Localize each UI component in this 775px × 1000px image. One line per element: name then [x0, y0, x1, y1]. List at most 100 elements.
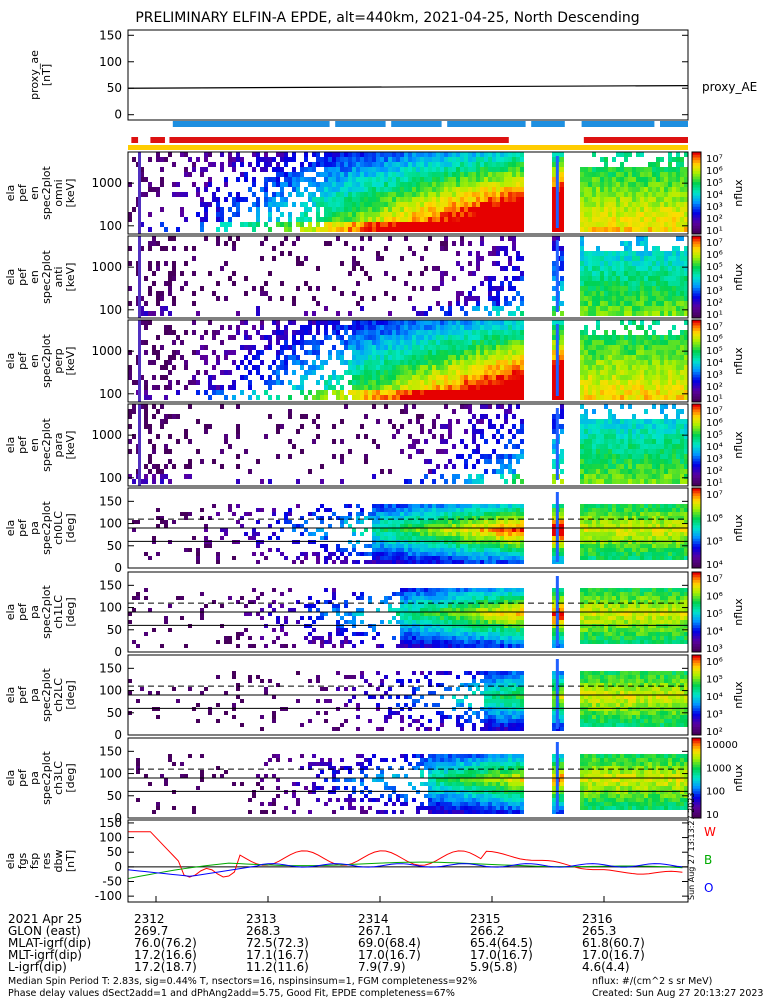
- heatmap-cell: [680, 390, 684, 395]
- heatmap-cell: [504, 162, 508, 167]
- heatmap-cell: [220, 167, 224, 172]
- heatmap-cell: [140, 479, 144, 484]
- heatmap-cell: [616, 202, 620, 207]
- heatmap-cell: [156, 409, 160, 414]
- heatmap-cell: [424, 385, 428, 390]
- heatmap-cell: [288, 182, 292, 187]
- heatmap-cell: [644, 301, 648, 306]
- heatmap-cell: [628, 251, 632, 256]
- heatmap-cell: [476, 217, 480, 222]
- heatmap-cell: [592, 444, 596, 449]
- heatmap-cell: [344, 182, 348, 187]
- status-bar-red: [131, 137, 688, 143]
- heatmap-cell: [496, 202, 500, 207]
- heatmap-cell: [644, 449, 648, 454]
- heatmap-cell: [500, 340, 504, 345]
- heatmap-cell: [480, 197, 484, 202]
- heatmap-cell: [616, 395, 620, 400]
- heatmap-cell: [368, 370, 372, 375]
- heatmap-cell: [676, 429, 680, 434]
- heatmap-cell: [612, 439, 616, 444]
- heatmap-cell: [472, 222, 476, 227]
- heatmap-cell: [464, 395, 468, 400]
- heatmap-cell: [492, 276, 496, 281]
- heatmap-cell: [464, 222, 468, 227]
- heatmap-cell: [376, 508, 380, 512]
- heatmap-cell: [212, 365, 216, 370]
- heatmap-cell: [468, 320, 472, 325]
- y-axis-label: anti: [52, 266, 65, 287]
- heatmap-cell: [148, 241, 152, 246]
- heatmap-cell: [328, 222, 332, 227]
- heatmap-cell: [672, 286, 676, 291]
- colorbar-tick-label: 10⁴: [706, 442, 723, 453]
- heatmap-cell: [240, 360, 244, 365]
- heatmap-cell: [316, 350, 320, 355]
- heatmap-cell: [592, 454, 596, 459]
- heatmap-cell: [476, 375, 480, 380]
- heatmap-cell: [596, 449, 600, 454]
- heatmap-cell: [296, 429, 300, 434]
- heatmap-cell: [612, 296, 616, 301]
- y-axis-label: en: [28, 186, 41, 200]
- heatmap-cell: [640, 276, 644, 281]
- heatmap-cell: [512, 375, 516, 380]
- heatmap-cell: [356, 540, 360, 544]
- heatmap-cell: [440, 320, 444, 325]
- heatmap-cell: [672, 246, 676, 251]
- heatmap-cell: [440, 434, 444, 439]
- heatmap-cell: [560, 227, 564, 232]
- heatmap-cell: [476, 360, 480, 365]
- heatmap-cell: [404, 385, 408, 390]
- heatmap-cell: [352, 325, 356, 330]
- heatmap-cell: [396, 227, 400, 232]
- heatmap-cell: [352, 544, 356, 548]
- heatmap-cell: [440, 306, 444, 311]
- colorbar-step: [692, 483, 701, 487]
- heatmap-cell: [612, 217, 616, 222]
- heatmap-cell: [352, 291, 356, 296]
- heatmap-cell: [256, 202, 260, 207]
- heatmap-cell: [260, 256, 264, 261]
- heatmap-cell: [300, 335, 304, 340]
- heatmap-cell: [500, 152, 504, 157]
- heatmap-cell: [368, 320, 372, 325]
- heatmap-cell: [480, 177, 484, 182]
- heatmap-cell: [340, 162, 344, 167]
- heatmap-cell: [516, 207, 520, 212]
- heatmap-cell: [668, 365, 672, 370]
- heatmap-cell: [640, 365, 644, 370]
- heatmap-cell: [508, 439, 512, 444]
- heatmap-cell: [344, 202, 348, 207]
- heatmap-cell: [312, 167, 316, 172]
- heatmap-cell: [164, 365, 168, 370]
- heatmap-cell: [336, 227, 340, 232]
- heatmap-cell: [496, 197, 500, 202]
- colorbar-tick-label: 10⁷: [706, 238, 723, 249]
- heatmap-cell: [460, 335, 464, 340]
- heatmap-cell: [228, 217, 232, 222]
- heatmap-cell: [364, 335, 368, 340]
- heatmap-cell: [260, 241, 264, 246]
- heatmap-cell: [228, 157, 232, 162]
- heatmap-cell: [356, 157, 360, 162]
- heatmap-cell: [352, 390, 356, 395]
- heatmap-cell: [144, 414, 148, 419]
- heatmap-cell: [140, 306, 144, 311]
- heatmap-cell: [352, 212, 356, 217]
- heatmap-cell: [216, 241, 220, 246]
- heatmap-cell: [272, 370, 276, 375]
- heatmap-cell: [496, 414, 500, 419]
- heatmap-cell: [620, 434, 624, 439]
- heatmap-cell: [648, 222, 652, 227]
- heatmap-cell: [204, 390, 208, 395]
- heatmap-cell: [560, 360, 564, 365]
- heatmap-cell: [352, 365, 356, 370]
- heatmap-cell: [588, 266, 592, 271]
- heatmap-cell: [340, 355, 344, 360]
- heatmap-cell: [352, 385, 356, 390]
- heatmap-cell: [260, 508, 264, 512]
- heatmap-cell: [516, 380, 520, 385]
- heatmap-cell: [372, 390, 376, 395]
- heatmap-cell: [380, 187, 384, 192]
